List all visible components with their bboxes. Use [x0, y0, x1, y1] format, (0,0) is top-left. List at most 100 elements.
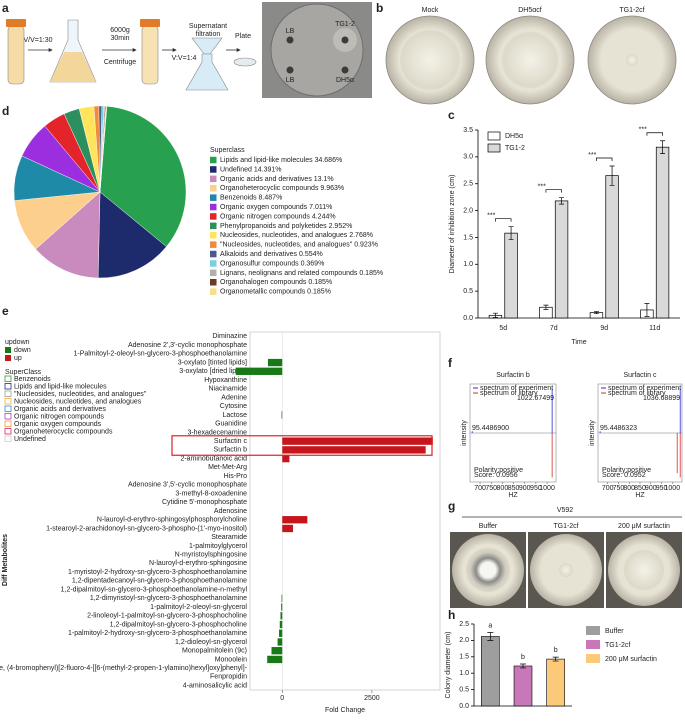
step-label: V:V=1:4	[172, 55, 197, 62]
y-tick-label: 2.0	[463, 207, 473, 214]
y-tick-label: 2-aminobutanoic acid	[180, 455, 247, 462]
legend-swatch	[4, 375, 12, 382]
well	[286, 66, 294, 74]
y-tick-label: 2.0	[459, 637, 469, 644]
bar	[281, 594, 283, 602]
annotation: Score: 0.0952	[602, 472, 646, 479]
legend-label: Undefined	[14, 436, 46, 443]
annotation: 95.4486323	[600, 425, 637, 432]
tube-cap	[140, 19, 160, 27]
legend-swatch	[586, 654, 600, 663]
y-tick-label: 1-stearoyl-2-arachidonoyl-sn-glycero-3-p…	[46, 525, 247, 532]
significance-label: ***	[588, 152, 596, 159]
y-tick-label: 1.0	[459, 670, 469, 677]
legend-label: Organic nitrogen compounds	[14, 413, 104, 420]
legend-label: Organohalogen compounds 0.185%	[220, 279, 332, 286]
step-label: V/V=1:30	[24, 37, 53, 44]
legend-swatch	[210, 185, 217, 192]
legend-value: 2.952%	[329, 223, 353, 230]
x-tick-label: 850	[508, 485, 520, 492]
y-tick-label: Cytosine	[220, 403, 247, 410]
colony	[559, 563, 573, 577]
pie-slice	[97, 191, 167, 279]
significance-label: ***	[487, 213, 495, 220]
legend-swatch	[4, 428, 12, 435]
annotation: Polarity:positive	[602, 467, 651, 474]
legend-category: Organosulfur compounds	[220, 260, 299, 267]
legend-category: Organohalogen compounds	[220, 279, 307, 286]
bar	[605, 175, 619, 319]
y-tick-label: 1,2-dipalmitoyl-sn-glycero-3-phosphoetha…	[61, 586, 248, 593]
legend-category: Organic nitrogen compounds	[220, 213, 310, 220]
bar	[279, 620, 283, 629]
y-tick-label: 3-methyl-8-oxoadenine	[175, 490, 247, 497]
y-tick-label: 1.0	[463, 261, 473, 268]
y-tick-label: Hypoxanthine	[204, 377, 247, 384]
y-tick-label: 0.5	[463, 288, 473, 295]
y-tick-label: 3.0	[463, 154, 473, 161]
legend-value: 14.391%	[254, 166, 282, 173]
legend-category: Organometallic compounds	[220, 288, 306, 295]
y-tick-label: 3-hexadecenamine	[187, 429, 247, 436]
legend-label: Nucleosides, nucleotides, and analogues	[14, 398, 142, 405]
well	[341, 36, 349, 44]
error-bar	[609, 165, 615, 186]
significance-label: ***	[639, 127, 647, 134]
significance-bracket	[646, 132, 663, 136]
step-label: Plate	[235, 33, 251, 40]
bar	[282, 524, 294, 533]
legend-swatch	[586, 626, 600, 635]
tube-cap	[6, 19, 26, 27]
error-bar	[492, 312, 498, 318]
y-tick-label: 2-linoleoyl-1-palmitoyl-sn-glycero-3-pho…	[87, 613, 247, 620]
legend-swatch	[5, 355, 11, 361]
bar	[504, 232, 518, 319]
x-tick-label: 950	[656, 485, 668, 492]
legend-category: Lignans, neolignans and related compound…	[220, 270, 358, 277]
chart-title: Surfactin c	[623, 372, 657, 379]
well	[341, 66, 349, 74]
y-tick-label: Surfactin c	[214, 438, 248, 445]
x-tick-label: 900	[519, 485, 531, 492]
legend-swatch	[4, 420, 12, 427]
legend-category: Organoheterocyclic compounds	[220, 185, 319, 192]
plate-label: DH5αcf	[518, 7, 542, 14]
bar	[267, 655, 283, 664]
bar	[513, 665, 533, 707]
plate-label: TG1-2cf	[553, 523, 578, 530]
y-tick-label: N-lauroyl-d-erythro-sphingosine	[149, 560, 247, 567]
legend-label: Organometallic compounds 0.185%	[220, 288, 331, 295]
error-bar	[593, 311, 599, 315]
y-tick-label: 1,2-dimyristoyl-sn-glycero-3-phosphoetha…	[90, 595, 247, 602]
legend-swatch	[210, 269, 217, 277]
bar	[280, 612, 283, 620]
legend-label: Nucleosides, nucleotides, and analogues …	[220, 232, 373, 239]
panel-label: d	[2, 104, 9, 118]
x-axis-label: Time	[571, 339, 586, 346]
bar	[267, 358, 283, 367]
legend-swatch	[210, 203, 217, 211]
bar	[281, 603, 283, 611]
y-tick-label: His-Pro	[224, 473, 247, 480]
y-tick-label: 1-palmitoylglycerol	[189, 543, 247, 550]
legend-swatch	[4, 383, 12, 390]
step-label: Supernatant	[189, 23, 227, 30]
legend-label: 200 μM surfactin	[605, 656, 657, 663]
panel-label: c	[448, 108, 455, 122]
step-label: Centrifuge	[104, 59, 136, 66]
y-tick-label: 1.5	[463, 234, 473, 241]
bar	[282, 437, 433, 445]
bar	[282, 516, 308, 524]
error-bar	[487, 632, 494, 641]
plate-group-title: V592	[557, 507, 573, 514]
legend-label: Organic nitrogen compounds 4.244%	[220, 213, 336, 220]
error-bar	[552, 656, 559, 662]
flask	[185, 53, 229, 91]
legend-swatch	[210, 232, 217, 239]
legend-label: Organic acids and derivatives	[14, 406, 106, 413]
legend-swatch	[4, 413, 12, 420]
plate-dish	[270, 3, 364, 97]
bar	[655, 146, 670, 319]
pie-slice	[35, 191, 101, 279]
legend-category: Phenylpropanoids and polyketides	[220, 223, 327, 230]
